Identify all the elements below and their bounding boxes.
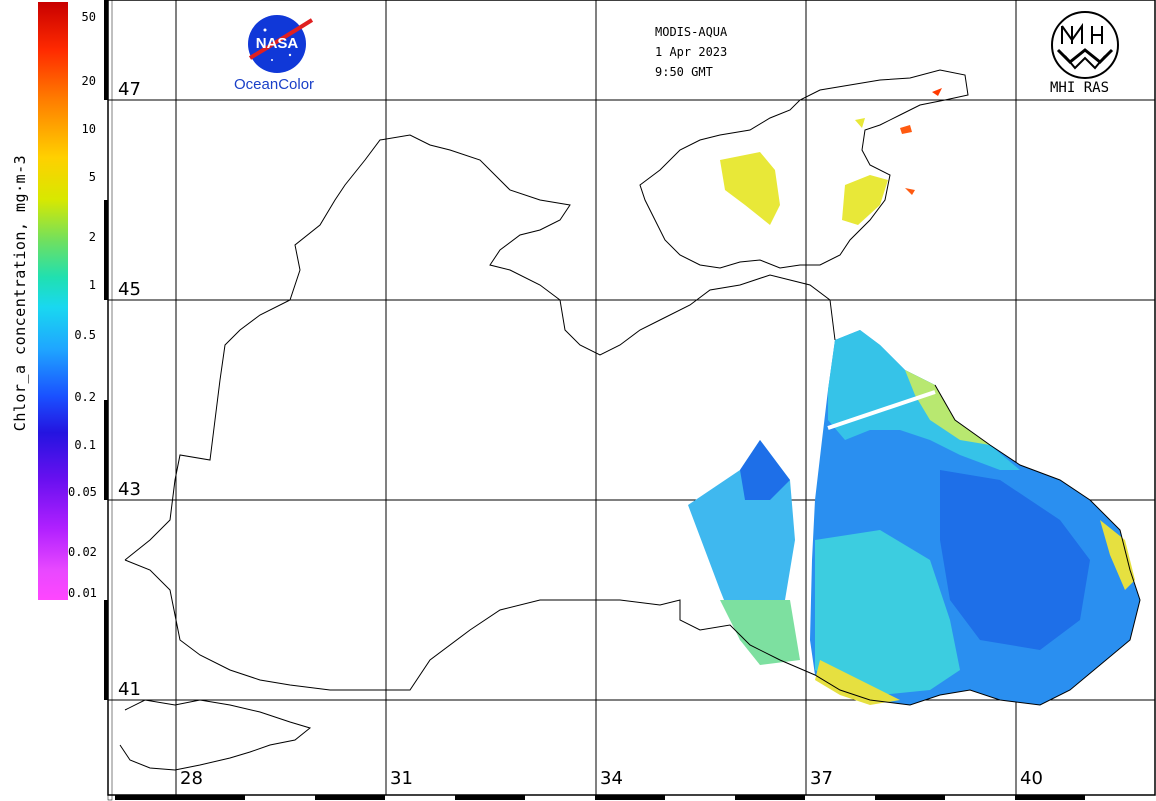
lat-label-45: 45	[118, 279, 141, 300]
lon-label-37: 37	[810, 768, 833, 789]
colorbar-gradient	[38, 2, 68, 600]
colorbar-tick: 1	[88, 278, 96, 292]
oceancolor-label: OceanColor	[234, 76, 315, 93]
sensor-label: MODIS-AQUA	[655, 25, 728, 39]
colorbar-tick: 0.05	[68, 485, 97, 499]
lat-label-41: 41	[118, 679, 141, 700]
lon-label-34: 34	[600, 768, 623, 789]
colorbar-tick: 50	[81, 10, 96, 24]
lat-label-47: 47	[118, 79, 141, 100]
colorbar-tick: 0.02	[68, 545, 97, 559]
colorbar-tick: 2	[88, 230, 96, 244]
colorbar-tick: 20	[81, 74, 96, 88]
colorbar-tick: 0.1	[74, 438, 96, 452]
colorbar-tick: 0.01	[68, 586, 97, 600]
colorbar-tick: 0.2	[74, 390, 96, 404]
nasa-wordmark: NASA	[256, 35, 299, 52]
lon-label-40: 40	[1020, 768, 1043, 789]
lon-label-31: 31	[390, 768, 413, 789]
chlorophyll-swath	[688, 330, 1140, 705]
graticule	[108, 0, 1155, 795]
mhi-logo-icon	[1051, 11, 1119, 79]
lat-label-43: 43	[118, 479, 141, 500]
colorbar-tick: 5	[88, 170, 96, 184]
nasa-logo: NASA	[248, 15, 314, 73]
colorbar-tick: 0.5	[74, 328, 96, 342]
colorbar-tick: 10	[81, 122, 96, 136]
coastline	[119, 69, 1141, 771]
date-label: 1 Apr 2023	[655, 45, 728, 59]
mhi-label: MHI RAS	[1050, 80, 1110, 96]
lon-label-28: 28	[180, 768, 203, 789]
time-label: 9:50 GMT	[655, 65, 713, 79]
left-scale-bar	[104, 0, 113, 801]
colorbar-tick-panel: 50 20 10 5 2 1 0.5 0.2 0.1 0.05 0.02 0.0…	[68, 0, 108, 600]
bottom-scale-bar	[115, 795, 1085, 800]
azov-patches	[720, 88, 942, 225]
